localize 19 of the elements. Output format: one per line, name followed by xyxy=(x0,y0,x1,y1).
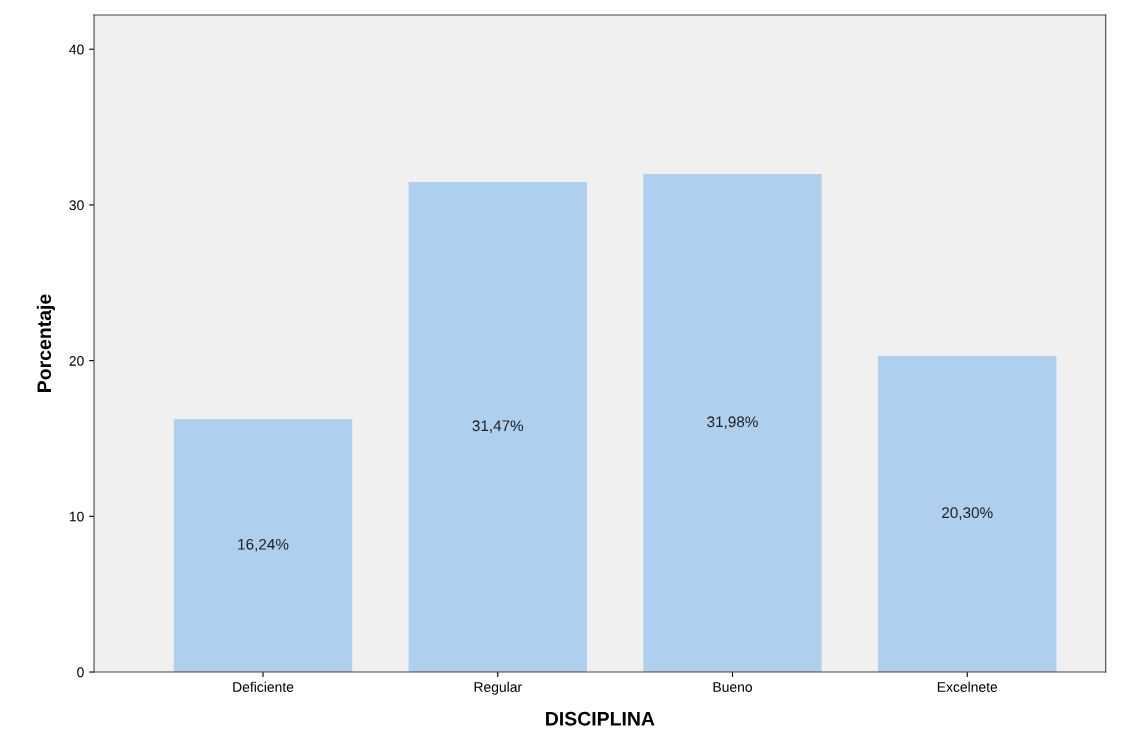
y-tick-label: 0 xyxy=(77,667,84,678)
bar xyxy=(173,419,353,673)
data-label: 16,24% xyxy=(238,538,289,552)
y-tick-label: 40 xyxy=(69,44,84,55)
x-tick-label: Regular xyxy=(474,681,522,695)
bar xyxy=(408,182,587,673)
data-label: 31,98% xyxy=(707,416,758,429)
x-tick-label: Deficiente xyxy=(233,681,294,692)
x-tick-label: Bueno xyxy=(713,682,752,692)
y-tick-label: 30 xyxy=(69,200,84,211)
y-tick-label: 20 xyxy=(69,355,84,366)
data-label: 20,30% xyxy=(942,507,993,520)
data-label: 31,47% xyxy=(472,420,524,433)
y-tick-label: 10 xyxy=(69,511,84,522)
x-tick-label: Excelnete xyxy=(937,681,998,692)
y-axis-title: Porcentaje xyxy=(36,294,55,392)
bar xyxy=(643,174,822,673)
bar xyxy=(878,355,1057,673)
x-axis-title: DISCIPLINA xyxy=(546,711,655,726)
